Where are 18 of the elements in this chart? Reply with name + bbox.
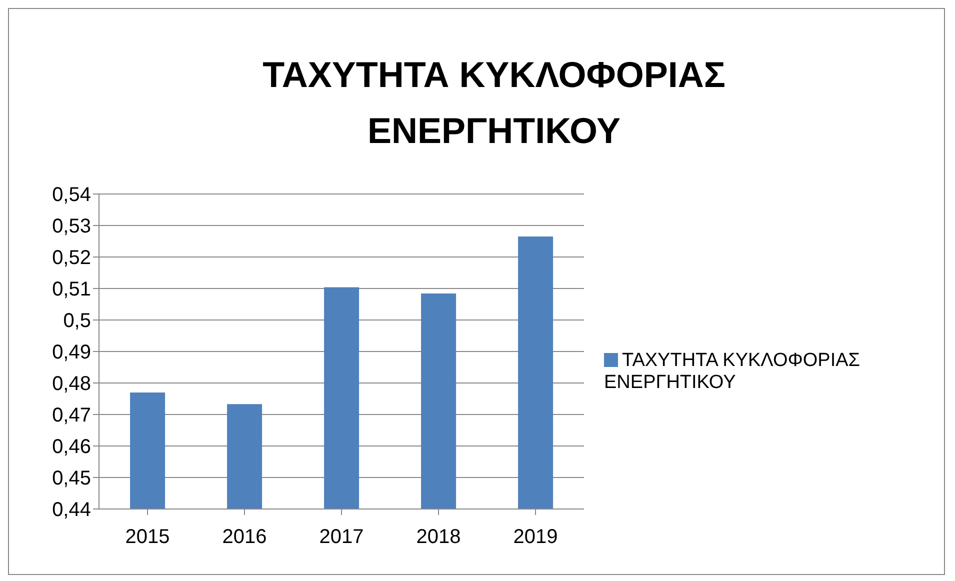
y-tick-label: 0,54 bbox=[52, 184, 91, 206]
legend-label: ΤΑΧΥΤΗΤΑ ΚΥΚΛΟΦΟΡΙΑΣ ΕΝΕΡΓΗΤΙΚΟΥ bbox=[604, 350, 860, 392]
y-tick-label: 0,47 bbox=[52, 404, 91, 427]
y-tick-label: 0,51 bbox=[52, 278, 91, 301]
y-tick-label: 0,45 bbox=[52, 468, 91, 490]
x-tick-label: 2018 bbox=[416, 526, 461, 548]
y-tick-label: 0,48 bbox=[52, 373, 91, 396]
y-tick-label: 0,53 bbox=[52, 216, 91, 238]
y-tick-label: 0,49 bbox=[52, 342, 91, 364]
x-tick-label: 2015 bbox=[125, 526, 170, 548]
y-tick-label: 0,46 bbox=[52, 436, 91, 458]
y-tick-label: 0,5 bbox=[63, 310, 91, 332]
y-tick-label: 0,52 bbox=[52, 247, 91, 270]
x-tick-label: 2019 bbox=[513, 526, 558, 548]
y-tick-label: 0,44 bbox=[52, 499, 91, 522]
x-tick-label: 2016 bbox=[222, 526, 267, 548]
x-tick-label: 2017 bbox=[319, 526, 364, 548]
chart-title: ΤΑΧΥΤΗΤΑ ΚΥΚΛΟΦΟΡΙΑΣ ΕΝΕΡΓΗΤΙΚΟΥ bbox=[262, 53, 726, 153]
